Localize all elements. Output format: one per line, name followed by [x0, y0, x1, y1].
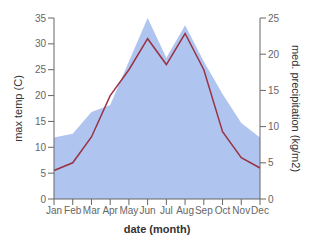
svg-text:10: 10 [35, 142, 47, 153]
svg-text:5: 5 [268, 157, 274, 168]
svg-text:Aug: Aug [176, 205, 194, 216]
svg-text:0: 0 [268, 194, 274, 205]
svg-text:15: 15 [268, 85, 280, 96]
svg-text:date (month): date (month) [124, 223, 191, 235]
svg-text:Oct: Oct [215, 205, 231, 216]
svg-text:Feb: Feb [64, 205, 82, 216]
svg-text:25: 25 [268, 13, 280, 24]
svg-text:Dec: Dec [251, 205, 269, 216]
svg-text:15: 15 [35, 116, 47, 127]
svg-text:25: 25 [35, 64, 47, 75]
svg-text:med. precipitation (kg/m2): med. precipitation (kg/m2) [290, 45, 302, 172]
svg-text:20: 20 [268, 49, 280, 60]
svg-text:0: 0 [40, 194, 46, 205]
svg-text:Jul: Jul [160, 205, 173, 216]
svg-text:35: 35 [35, 13, 47, 24]
svg-text:Nov: Nov [232, 205, 250, 216]
svg-text:5: 5 [40, 168, 46, 179]
svg-text:May: May [119, 205, 138, 216]
svg-text:Apr: Apr [102, 205, 118, 216]
svg-text:30: 30 [35, 38, 47, 49]
svg-text:Sep: Sep [195, 205, 213, 216]
svg-text:Jun: Jun [140, 205, 156, 216]
svg-text:Mar: Mar [83, 205, 101, 216]
svg-text:max temp (C): max temp (C) [12, 75, 24, 142]
svg-text:10: 10 [268, 121, 280, 132]
svg-text:20: 20 [35, 90, 47, 101]
svg-text:Jan: Jan [46, 205, 62, 216]
